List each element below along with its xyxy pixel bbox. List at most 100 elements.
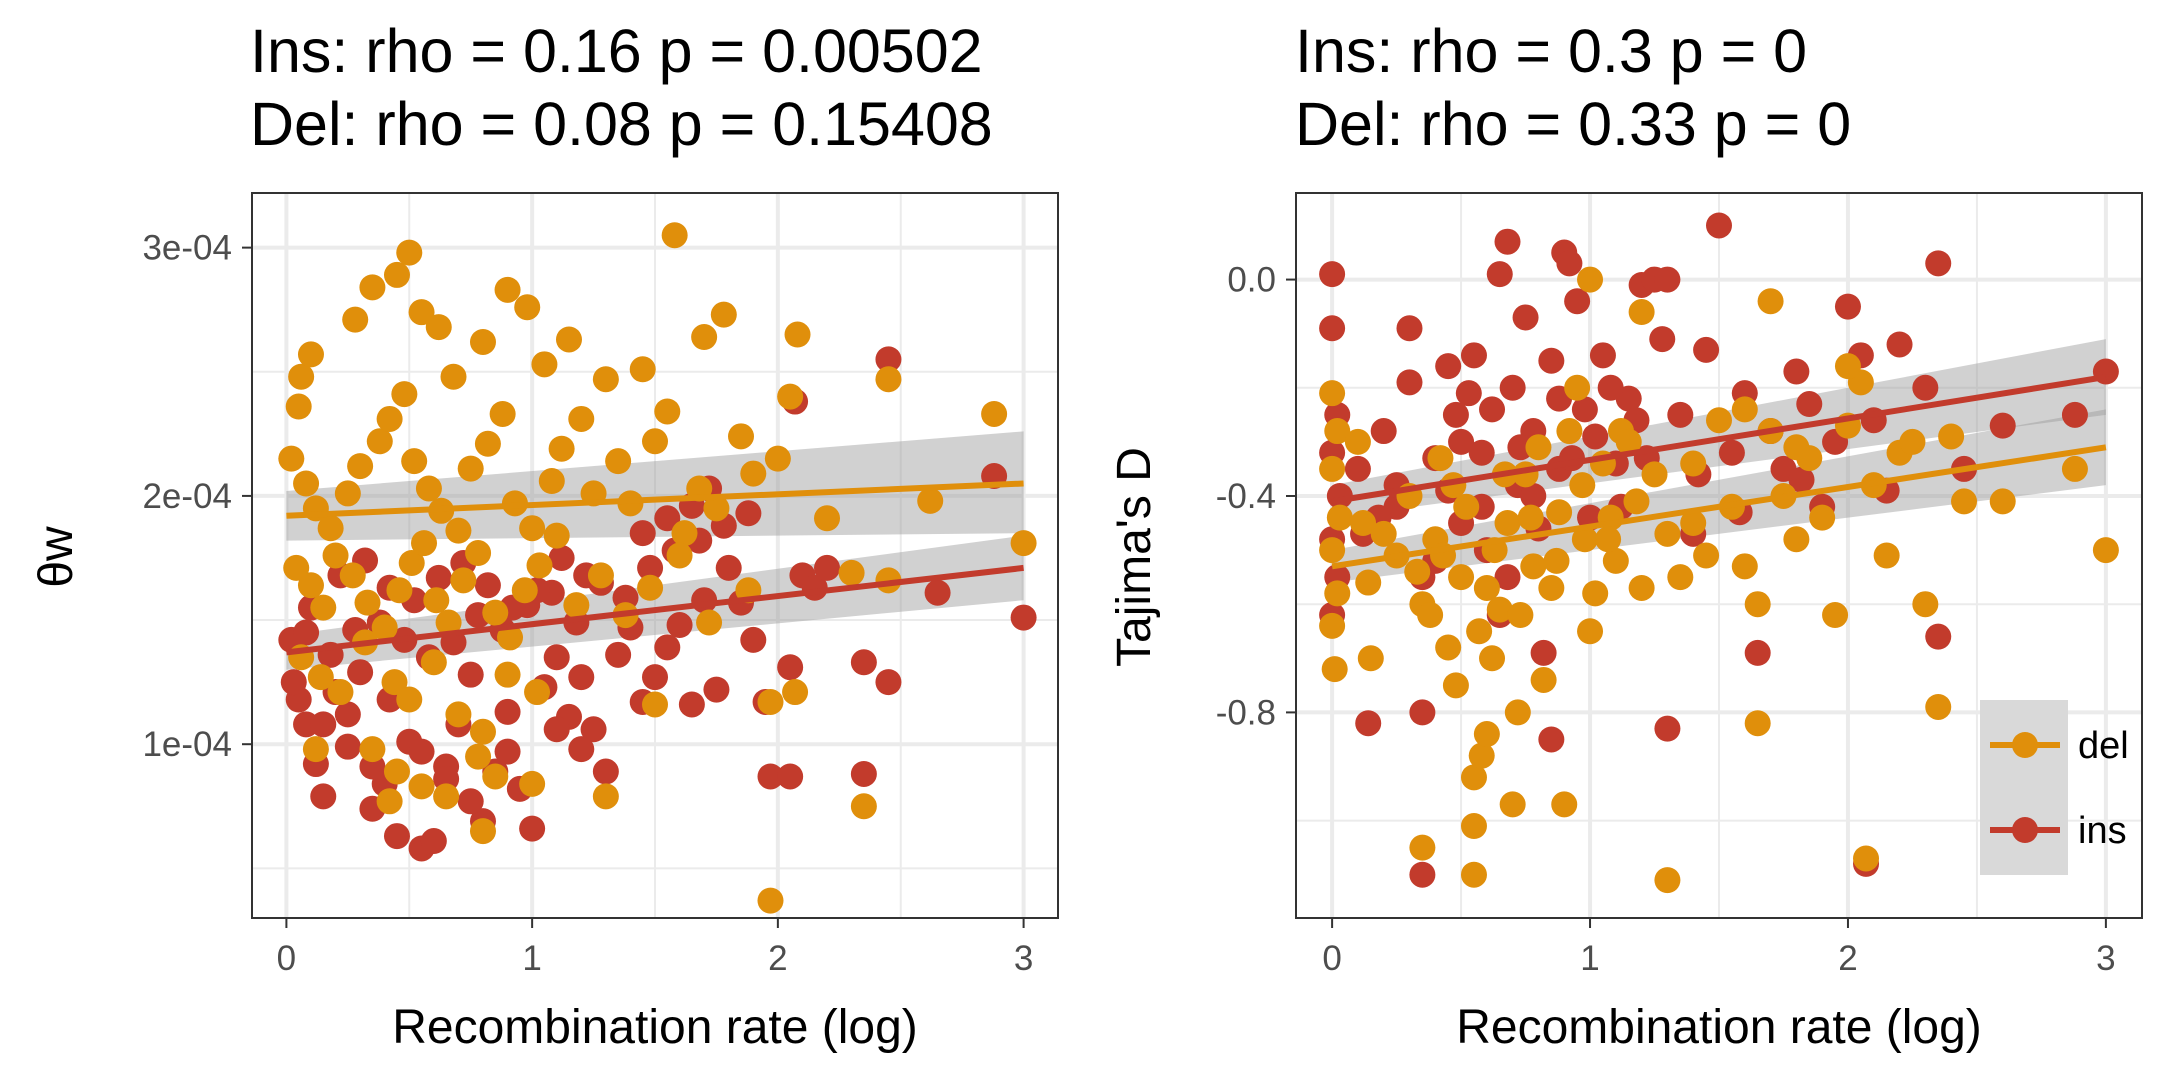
del-point: [1822, 602, 1849, 629]
right-title-line-2: Del: rho = 0.33 p = 0: [1295, 90, 1851, 158]
ins-point: [1597, 374, 1624, 401]
del-point: [469, 818, 496, 845]
del-point: [838, 559, 865, 586]
ins-point: [1989, 412, 2016, 439]
ins-point: [1925, 623, 1952, 650]
del-point: [322, 542, 349, 569]
del-point: [2061, 455, 2088, 482]
del-point: [1525, 434, 1552, 461]
del-point: [548, 435, 575, 462]
legend-del-marker: [2012, 732, 2038, 758]
left-scatter-points: [278, 222, 1037, 914]
del-point: [398, 549, 425, 576]
del-point: [1744, 591, 1771, 618]
del-point: [457, 455, 484, 482]
del-point: [334, 480, 361, 507]
del-point: [1479, 645, 1506, 672]
left-fit-lines: [286, 480, 1024, 656]
del-point: [469, 718, 496, 745]
del-point: [514, 294, 541, 321]
ins-point: [548, 544, 575, 571]
ins-point: [875, 669, 902, 696]
del-point: [531, 351, 558, 378]
del-point: [703, 495, 730, 522]
del-point: [917, 487, 944, 514]
del-point: [1899, 428, 1926, 455]
del-point: [1731, 396, 1758, 423]
ins-point: [494, 698, 521, 725]
del-point: [1499, 791, 1526, 818]
y-tick-label: 3e-04: [142, 229, 232, 268]
del-point: [359, 736, 386, 763]
ins-point: [1571, 396, 1598, 423]
del-point: [1010, 530, 1037, 557]
del-point: [494, 276, 521, 303]
del-point: [1319, 537, 1346, 564]
del-point: [482, 599, 509, 626]
del-point: [1744, 710, 1771, 737]
ins-point: [568, 664, 595, 691]
del-point: [327, 679, 354, 706]
del-point: [1321, 656, 1348, 683]
ins-point: [568, 736, 595, 763]
del-point: [297, 341, 324, 368]
del-point: [302, 736, 329, 763]
del-point: [1628, 299, 1655, 326]
ins-point: [924, 579, 951, 606]
del-point: [450, 567, 477, 594]
del-point: [1615, 428, 1642, 455]
del-point: [469, 328, 496, 355]
ins-point: [1783, 358, 1810, 385]
ins-point: [1448, 428, 1475, 455]
ins-point: [1442, 401, 1469, 428]
del-point: [740, 460, 767, 487]
ins-point: [1744, 639, 1771, 666]
del-point: [1680, 510, 1707, 537]
del-point: [347, 453, 374, 480]
del-point: [435, 609, 462, 636]
left-plot-frame: [251, 192, 1059, 919]
del-point: [465, 743, 492, 770]
del-point: [1546, 499, 1573, 526]
del-point: [1460, 813, 1487, 840]
del-point: [391, 381, 418, 408]
right-fit-lines: [1331, 373, 2107, 570]
del-point: [1319, 380, 1346, 407]
ins-point: [1538, 347, 1565, 374]
del-point: [538, 468, 565, 495]
del-point: [1925, 693, 1952, 720]
del-fit-line: [1331, 444, 2107, 570]
ins-point: [637, 554, 664, 581]
del-point: [342, 306, 369, 333]
y-tick-label: -0.8: [1216, 693, 1276, 732]
del-point: [1571, 526, 1598, 553]
del-point: [1409, 834, 1436, 861]
del-point: [1468, 742, 1495, 769]
ins-point: [1530, 639, 1557, 666]
ins-point: [519, 815, 546, 842]
ins-point: [334, 733, 361, 760]
x-tick-label: 0: [1322, 939, 1341, 978]
del-point: [764, 445, 791, 472]
ins-point: [494, 738, 521, 765]
del-point: [1357, 645, 1384, 672]
del-point: [543, 522, 570, 549]
legend-label-ins: ins: [2078, 810, 2127, 852]
del-point: [1473, 721, 1500, 748]
right-title-line-1: Ins: rho = 0.3 p = 0: [1295, 17, 1807, 85]
del-point: [629, 356, 656, 383]
del-point: [784, 321, 811, 348]
del-point: [401, 448, 428, 475]
ins-point: [474, 572, 501, 599]
ins-point: [1925, 250, 1952, 277]
del-point: [1693, 542, 1720, 569]
del-point: [592, 783, 619, 810]
del-point: [710, 301, 737, 328]
del-point: [1951, 488, 1978, 515]
del-point: [637, 574, 664, 601]
del-point: [1504, 699, 1531, 726]
left-panel: Ins: rho = 0.16 p = 0.00502 Del: rho = 0…: [30, 17, 1059, 1054]
x-tick-label: 2: [1838, 939, 1857, 978]
del-point: [278, 445, 305, 472]
